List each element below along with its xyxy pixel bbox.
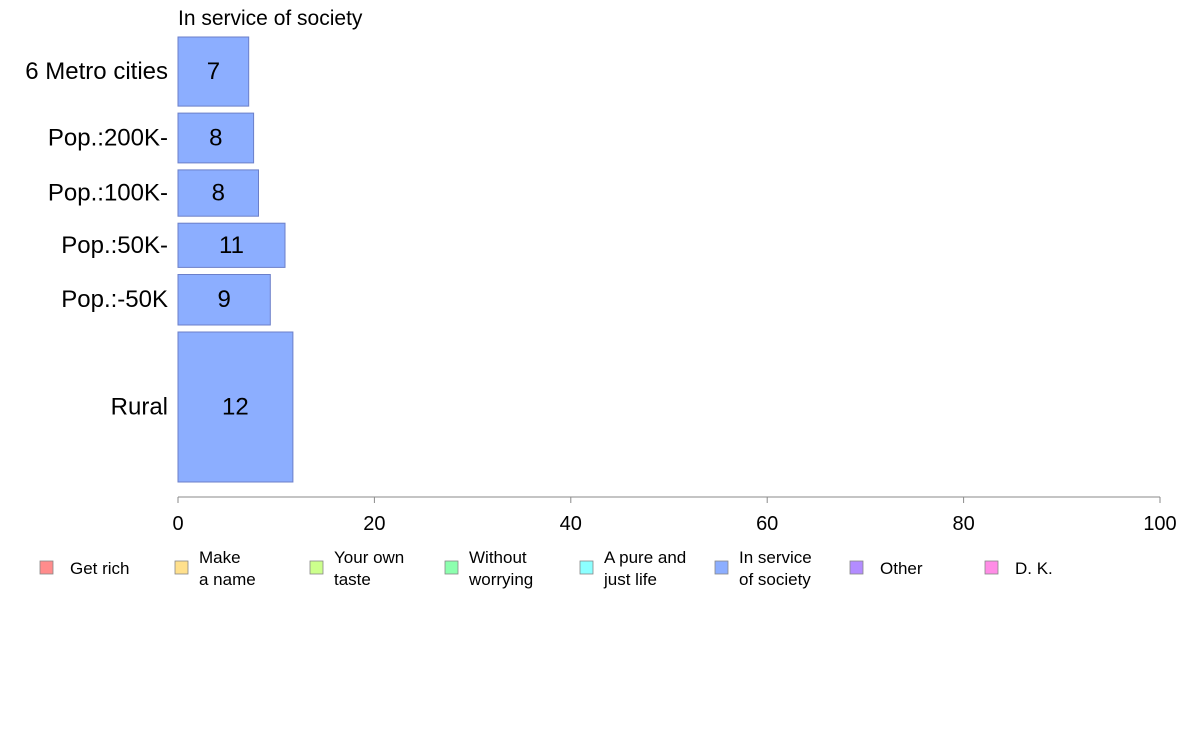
bar — [177, 274, 271, 326]
legend-item: Without worrying — [444, 548, 533, 589]
legend-item: Your own taste — [309, 548, 404, 589]
category-label: Pop.:50K- — [61, 232, 168, 259]
x-tick-label: 80 — [952, 513, 974, 535]
legend: Get rich Make a name Your own taste Without wo… — [39, 548, 1053, 589]
legend-label: of society — [739, 570, 811, 589]
value-label: 11 — [219, 232, 244, 259]
legend-label: Make — [199, 548, 241, 567]
legend-swatch — [984, 560, 999, 575]
legend-label: worrying — [468, 570, 533, 589]
value-label: 8 — [212, 180, 225, 207]
x-tick-label: 0 — [172, 513, 183, 535]
category-label: 6 Metro cities — [25, 58, 168, 85]
legend-swatch — [849, 560, 864, 575]
legend-item: D. K. — [984, 559, 1053, 578]
legend-swatch — [714, 560, 729, 575]
legend-label: D. K. — [1015, 559, 1053, 578]
legend-label: Without — [469, 548, 527, 567]
chart-title: In service of society — [178, 7, 363, 30]
legend-item: Get rich — [39, 559, 130, 578]
legend-swatch — [444, 560, 459, 575]
x-tick-label: 20 — [363, 513, 385, 535]
legend-label: taste — [334, 570, 371, 589]
value-label: 12 — [222, 394, 249, 421]
x-tick-label: 100 — [1143, 513, 1176, 535]
bar — [177, 331, 294, 483]
bar — [177, 222, 286, 268]
legend-label: a name — [199, 570, 256, 589]
value-label: 8 — [209, 125, 222, 152]
legend-label: In service — [739, 548, 812, 567]
bars: 6 Metro cities 7 Pop.:200K- 8 Pop.:100K- 8 Pop… — [25, 36, 294, 483]
bar — [177, 112, 255, 164]
category-label: Pop.:200K- — [48, 125, 168, 152]
category-label: Pop.:100K- — [48, 180, 168, 207]
bar — [177, 36, 250, 107]
legend-label: A pure and — [604, 548, 686, 567]
category-label: Rural — [111, 394, 168, 421]
legend-swatch — [579, 560, 594, 575]
legend-label: just life — [603, 570, 657, 589]
x-tick-label: 40 — [560, 513, 582, 535]
legend-swatch — [309, 560, 324, 575]
category-label: Pop.:-50K — [61, 286, 168, 313]
legend-label: Your own — [334, 548, 404, 567]
value-label: 9 — [218, 286, 231, 313]
x-tick-label: 60 — [756, 513, 778, 535]
bar — [177, 169, 259, 217]
legend-item: In service of society — [714, 548, 812, 589]
legend-swatch — [174, 560, 189, 575]
value-label: 7 — [207, 58, 220, 85]
legend-item: A pure and just life — [579, 548, 686, 589]
legend-label: Get rich — [70, 559, 130, 578]
legend-item: Other — [849, 559, 923, 578]
legend-swatch — [39, 560, 54, 575]
x-axis: 0 20 40 60 80 100 — [172, 496, 1177, 535]
legend-item: Make a name — [174, 548, 256, 589]
legend-label: Other — [880, 559, 923, 578]
